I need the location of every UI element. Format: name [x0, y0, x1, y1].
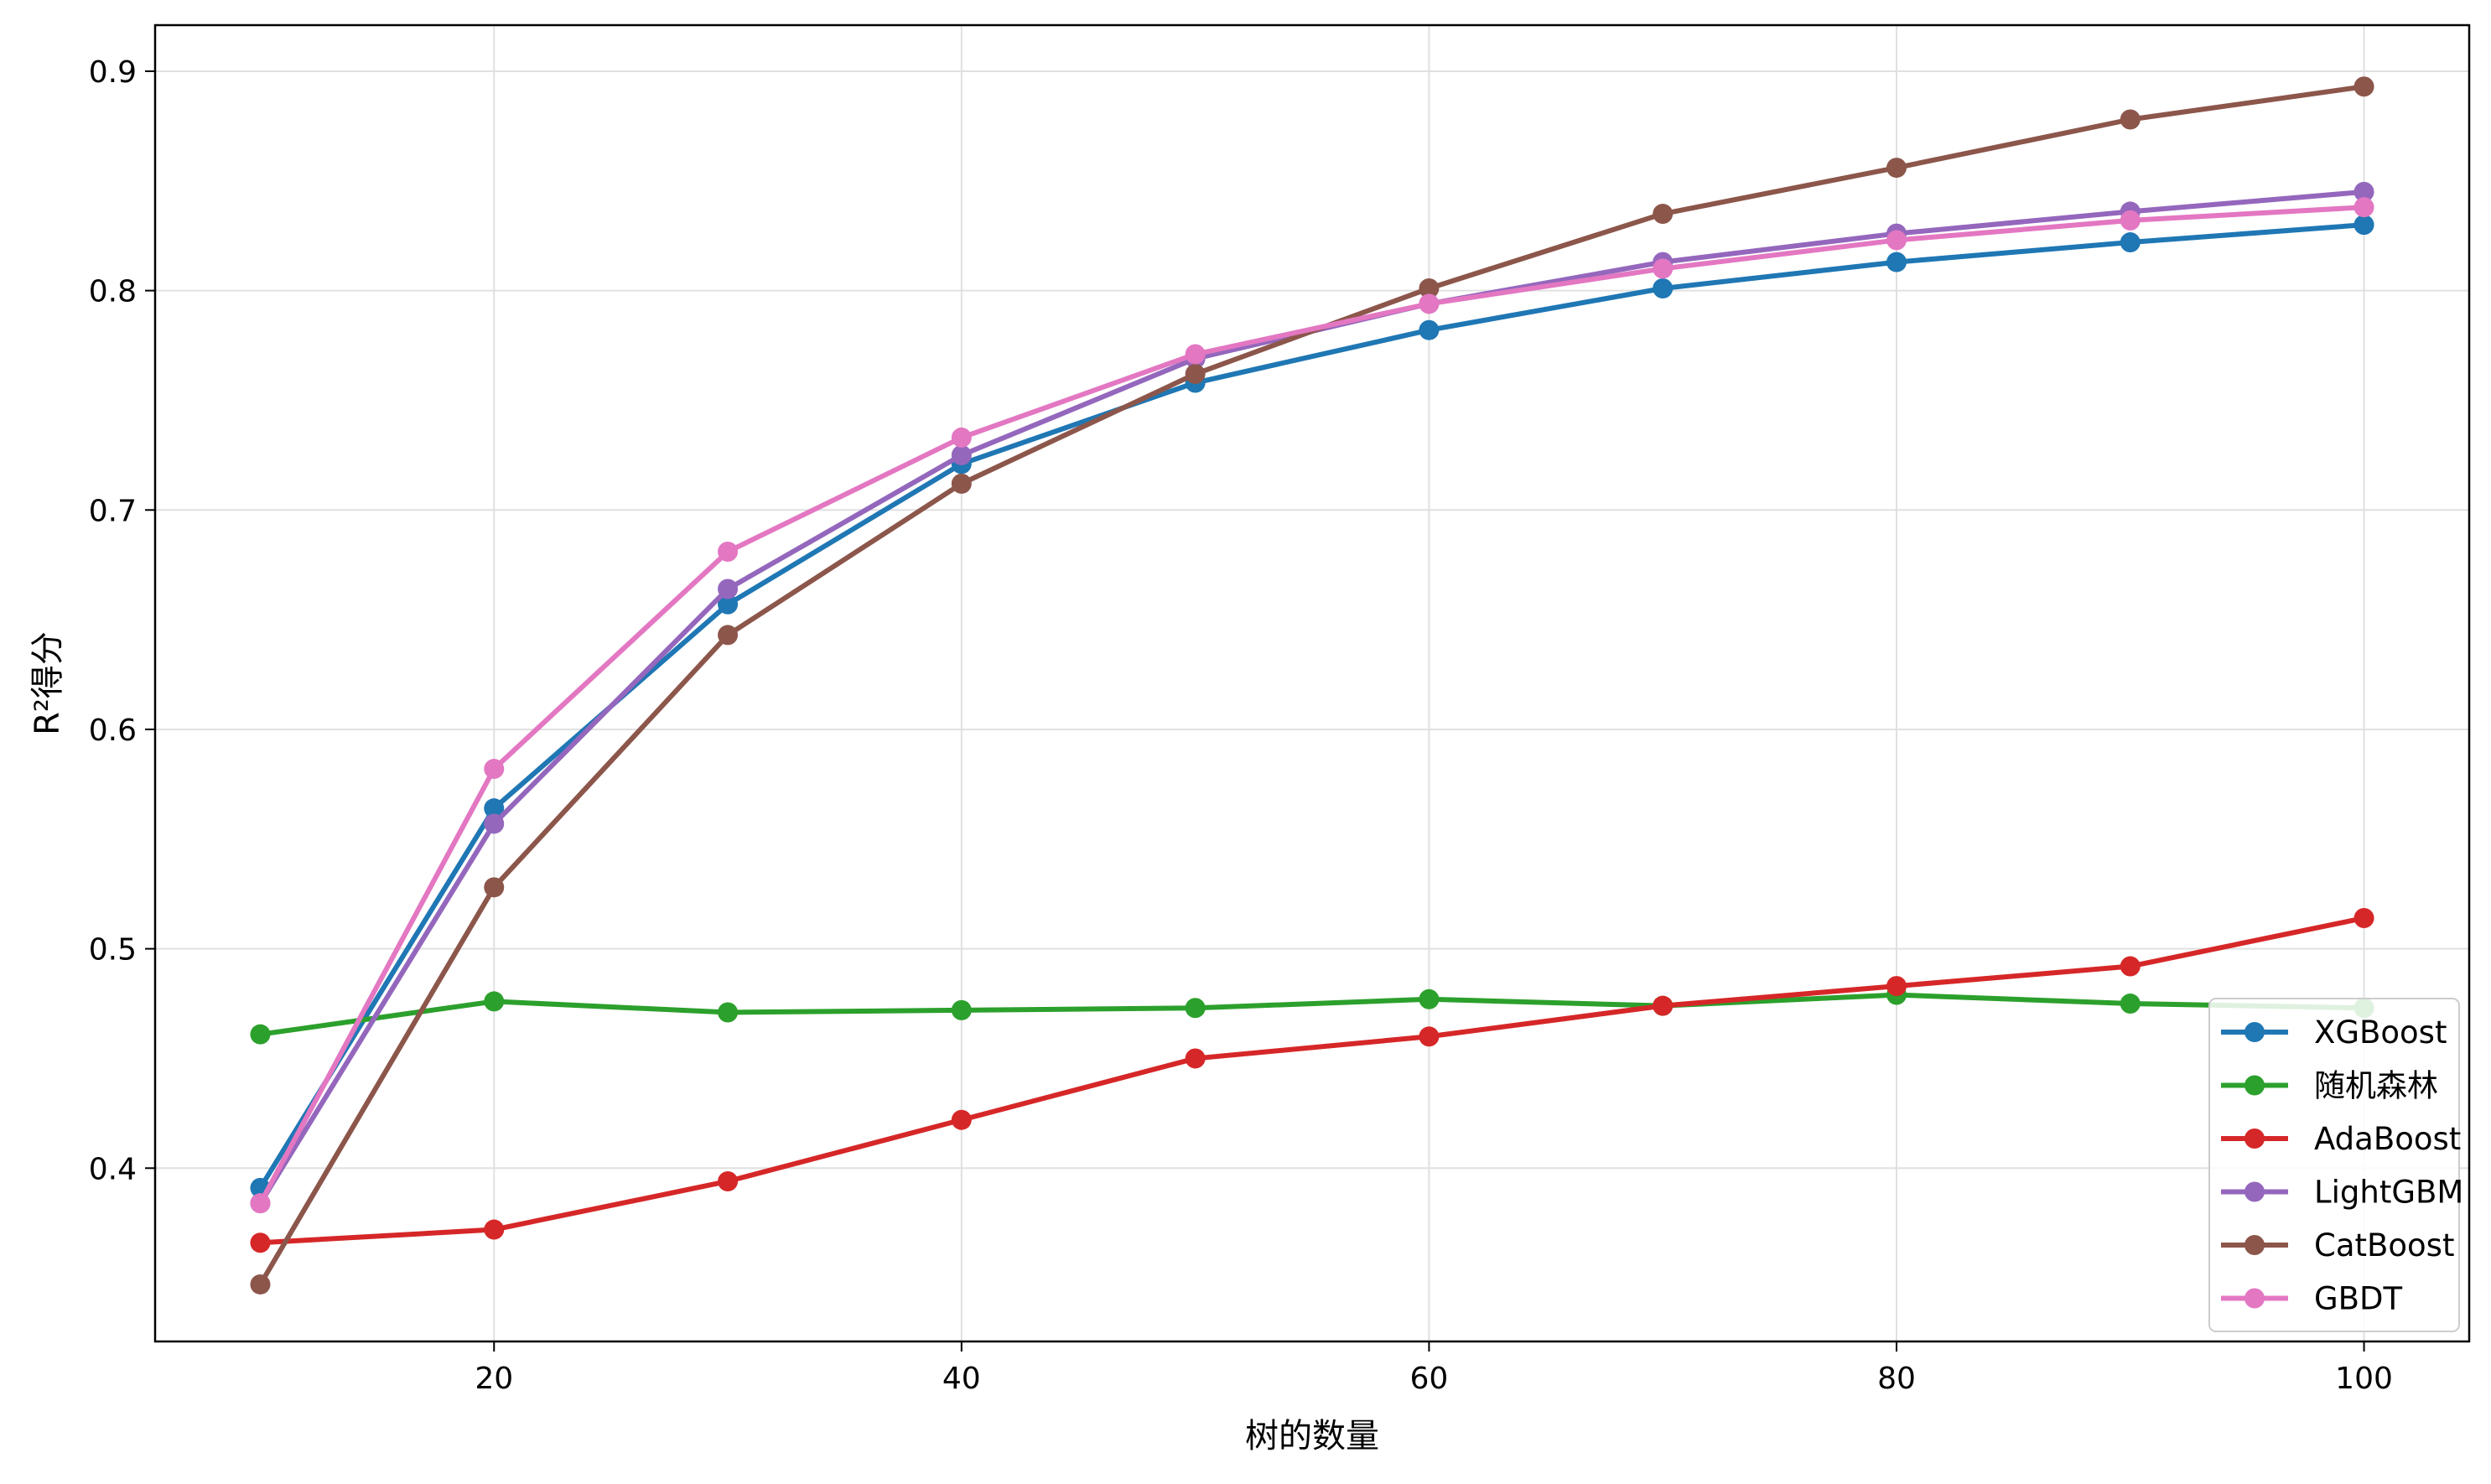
data-point [951, 473, 972, 494]
data-point [2120, 232, 2141, 253]
legend-label: GBDT [2314, 1281, 2403, 1317]
y-tick-label: 0.9 [89, 55, 137, 90]
legend-item: 随机森林 [2221, 1068, 2438, 1104]
data-point [2120, 210, 2141, 231]
legend-swatch-marker [2244, 1022, 2265, 1042]
legend-label: XGBoost [2314, 1014, 2447, 1051]
data-point [1886, 158, 1907, 179]
series-GBDT [250, 197, 2374, 1214]
data-point [1185, 344, 1206, 365]
series-AdaBoost [250, 907, 2374, 1253]
series-line [257, 915, 2367, 1246]
legend-item: LightGBM [2221, 1175, 2463, 1211]
data-point [1185, 364, 1206, 385]
legend-box [2208, 998, 2460, 1332]
series-line [257, 992, 2367, 1037]
legend-label: LightGBM [2314, 1175, 2463, 1211]
data-point [484, 798, 505, 819]
data-point [2353, 907, 2374, 928]
data-point [1886, 252, 1907, 272]
data-point [951, 1109, 972, 1130]
legend-label: 随机森林 [2314, 1068, 2438, 1104]
data-point [1886, 976, 1907, 997]
x-tick-label: 20 [475, 1362, 513, 1396]
data-point [484, 877, 505, 898]
data-point [718, 594, 739, 615]
data-point [484, 1219, 505, 1240]
legend-item: CatBoost [2221, 1227, 2454, 1263]
data-point [250, 1024, 271, 1045]
data-point [2353, 215, 2374, 236]
data-point [250, 1232, 271, 1253]
data-point [1653, 258, 1674, 279]
data-point [2120, 994, 2141, 1014]
series-layer [250, 76, 2374, 1295]
legend-swatch-marker [2244, 1288, 2265, 1309]
legend-item: GBDT [2221, 1281, 2403, 1317]
data-point [2353, 76, 2374, 97]
legend-label: CatBoost [2314, 1227, 2454, 1263]
y-tick-label: 0.8 [89, 275, 137, 309]
legend-swatch-marker [2244, 1129, 2265, 1149]
data-point [718, 579, 739, 599]
data-point [1653, 204, 1674, 225]
data-point [951, 999, 972, 1020]
data-point [484, 759, 505, 780]
data-point [718, 1170, 739, 1191]
data-point [250, 1274, 271, 1295]
data-point [250, 1193, 271, 1214]
y-tick-label: 0.5 [89, 933, 137, 968]
data-point [1419, 1026, 1440, 1047]
y-tick-label: 0.6 [89, 713, 137, 748]
legend-item: AdaBoost [2221, 1121, 2461, 1157]
data-point [1886, 230, 1907, 251]
legend-item: XGBoost [2221, 1014, 2447, 1051]
data-point [1185, 998, 1206, 1019]
data-point [2353, 181, 2374, 202]
data-point [1419, 293, 1440, 314]
x-tick-label: 80 [1877, 1362, 1916, 1396]
legend-label: AdaBoost [2314, 1121, 2461, 1157]
y-tick-label: 0.7 [89, 494, 137, 528]
x-tick-label: 100 [2335, 1362, 2393, 1396]
y-axis-label: R²得分 [29, 631, 67, 735]
data-point [2120, 109, 2141, 130]
legend-swatch-marker [2244, 1075, 2265, 1096]
data-point [718, 625, 739, 646]
data-point [718, 1002, 739, 1023]
data-point [1419, 278, 1440, 298]
legend: XGBoost 随机森林 AdaBoost LightGBM CatBoost GBDT [2208, 998, 2463, 1332]
data-point [951, 427, 972, 448]
data-point [2353, 197, 2374, 218]
x-tick-label: 60 [1409, 1362, 1448, 1396]
x-axis-label: 树的数量 [1245, 1417, 1379, 1455]
series-line [257, 205, 2367, 1206]
data-point [951, 444, 972, 465]
data-point [484, 991, 505, 1012]
data-point [1185, 1048, 1206, 1069]
plot-frame [153, 23, 2471, 1343]
data-point [718, 542, 739, 562]
data-point [2120, 956, 2141, 977]
x-tick-label: 40 [942, 1362, 981, 1396]
data-point [1419, 319, 1440, 340]
data-point [1653, 278, 1674, 298]
y-tick-label: 0.4 [89, 1152, 137, 1186]
data-point [1419, 988, 1440, 1009]
grid [155, 25, 2469, 1341]
legend-swatch-marker [2244, 1235, 2265, 1255]
axis-ticks: 20 40 60 80 100 0.4 0.5 0.6 0.7 0.8 0.9 [89, 55, 2393, 1396]
data-point [484, 813, 505, 834]
data-point [1653, 995, 1674, 1016]
legend-swatch-marker [2244, 1181, 2265, 1202]
